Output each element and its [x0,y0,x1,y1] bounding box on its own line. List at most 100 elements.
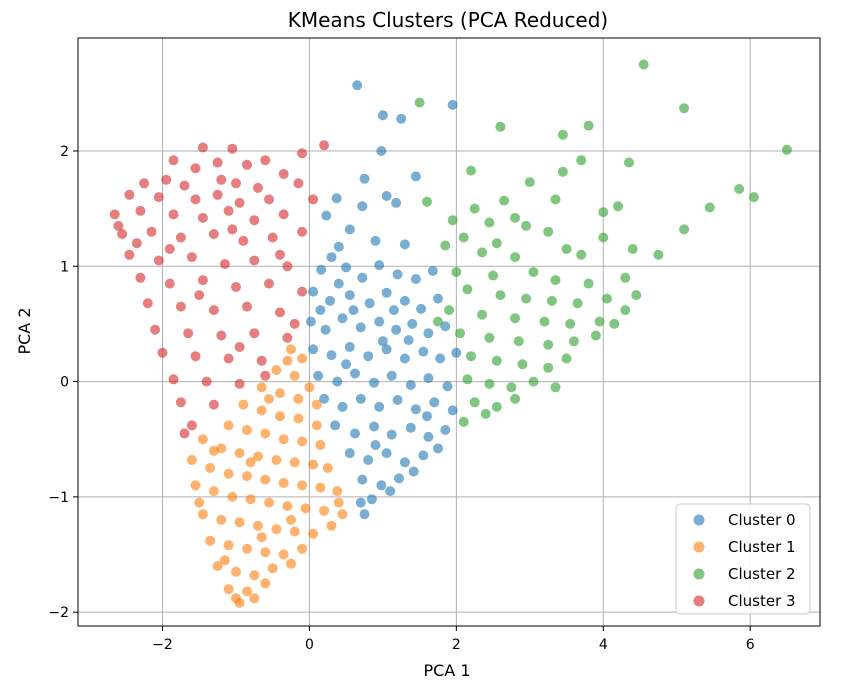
data-point [364,298,375,309]
data-point [385,486,396,497]
data-point [462,284,473,295]
data-point [374,316,385,327]
axes: −2 0 2 4 6 −2 −1 0 1 2 [48,37,821,653]
data-point [462,374,473,385]
data-point [109,209,120,220]
data-point [201,376,212,387]
data-point [293,393,304,404]
data-point [332,376,343,387]
data-point [396,113,407,124]
data-point [186,252,197,263]
data-point [539,316,550,327]
data-point [271,455,282,465]
data-point [197,434,208,445]
legend-marker [693,541,705,553]
data-point [357,272,368,283]
data-point [550,275,561,286]
data-point [231,566,241,577]
data-point [278,549,289,560]
data-point [374,401,385,412]
data-point [234,197,245,208]
data-point [377,110,388,121]
data-point [275,249,285,260]
data-point [253,520,263,531]
data-point [124,189,135,200]
data-point [679,103,690,114]
data-point [325,295,335,306]
data-point [407,318,418,329]
data-point [223,420,234,431]
data-point [410,274,421,284]
data-point [466,351,476,362]
data-point [423,431,434,442]
data-point [376,146,387,156]
data-point [256,532,267,543]
data-point [330,420,341,431]
series-cluster-2 [414,59,792,427]
data-point [418,450,429,461]
data-point [422,411,432,422]
y-tick-label: −1 [48,490,69,506]
data-point [521,293,532,304]
data-point [357,474,368,485]
data-point [168,155,179,166]
data-point [352,80,363,91]
data-point [234,342,245,352]
data-point [223,584,234,595]
data-point [381,287,392,298]
data-point [227,224,238,235]
x-tick-label: 2 [452,637,461,653]
data-point [205,463,216,473]
data-point [223,353,234,364]
data-point [249,215,260,226]
data-point [480,408,491,419]
data-point [484,332,495,343]
data-point [253,451,263,462]
data-point [315,440,326,450]
data-point [572,298,583,309]
data-point [399,239,410,250]
data-point [423,373,434,384]
data-point [332,486,343,497]
data-point [506,382,517,393]
data-point [282,261,293,272]
data-point [594,316,605,327]
data-point [282,501,293,512]
data-point [550,382,561,393]
data-point [260,547,271,558]
data-point [186,455,197,465]
data-point [234,517,245,528]
data-point [260,428,271,439]
data-point [242,301,252,312]
data-point [308,344,319,355]
data-point [546,295,557,306]
data-point [598,207,609,218]
data-point [315,482,326,493]
data-point [153,192,164,203]
data-point [297,286,308,297]
data-point [150,324,161,335]
data-point [179,180,190,191]
data-point [377,336,388,347]
data-point [319,140,330,151]
data-point [624,157,634,168]
data-point [469,397,480,408]
x-tick-label: 0 [305,637,314,653]
data-point [311,399,322,410]
data-point [333,241,344,252]
data-point [245,457,256,468]
data-point [469,203,480,214]
y-tick-label: −2 [48,605,69,621]
data-point [451,267,462,277]
data-point [381,344,392,355]
data-point [583,120,594,131]
data-point [308,194,319,205]
legend-label: Cluster 2 [728,565,796,583]
data-point [190,351,201,362]
data-point [190,480,201,491]
data-point [278,209,289,220]
data-point [231,282,241,292]
data-point [359,509,370,520]
data-point [491,238,502,249]
